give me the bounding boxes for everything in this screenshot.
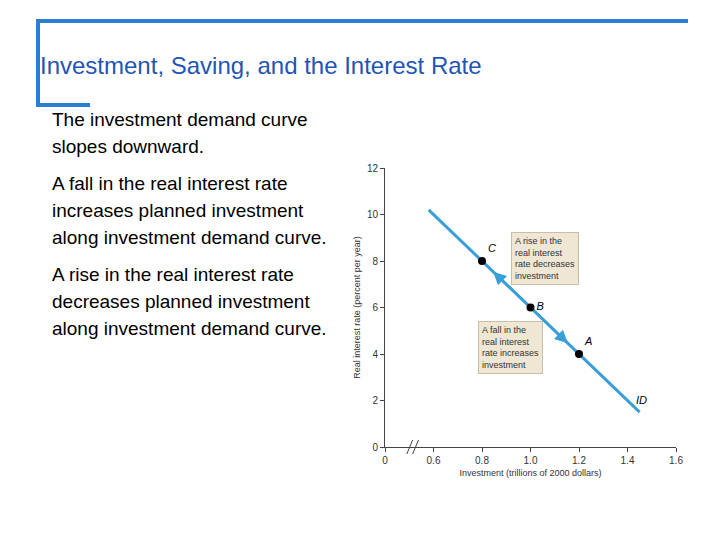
svg-text:A fall in thereal interestrate: A fall in thereal interestrate increases…: [482, 325, 539, 370]
svg-text:1.0: 1.0: [524, 455, 538, 466]
svg-text:10: 10: [367, 209, 379, 220]
svg-text:0.8: 0.8: [475, 455, 489, 466]
svg-text:0: 0: [382, 455, 388, 466]
svg-text:2: 2: [372, 395, 378, 406]
svg-text:Investment (trillions of 2000: Investment (trillions of 2000 dollars): [459, 468, 601, 478]
svg-text:1.2: 1.2: [572, 455, 586, 466]
svg-text:1.4: 1.4: [621, 455, 635, 466]
svg-text:Real interest rate (percent pe: Real interest rate (percent per year): [352, 236, 362, 379]
svg-text:4: 4: [372, 349, 378, 360]
svg-text:0.6: 0.6: [427, 455, 441, 466]
svg-text:1.6: 1.6: [669, 455, 683, 466]
svg-text:6: 6: [372, 302, 378, 313]
html-text:A rise in the real interest ra: A rise in the real interest rate decreas…: [52, 264, 327, 339]
html-text:Investment, Saving, and the In: Investment, Saving, and the Interest Rat…: [40, 52, 482, 79]
html-text:The investment demand curve sl: The investment demand curve slopes downw…: [52, 109, 308, 157]
svg-text:0: 0: [372, 442, 378, 453]
svg-text:8: 8: [372, 256, 378, 267]
svg-text:12: 12: [367, 163, 379, 174]
svg-text:A rise in thereal interestrate: A rise in thereal interestrate decreases…: [515, 236, 575, 281]
svg-text:ID: ID: [636, 394, 647, 406]
html-text:A fall in the real interest ra: A fall in the real interest rate increas…: [52, 173, 327, 248]
svg-text:C: C: [488, 242, 496, 254]
svg-text:A: A: [584, 335, 592, 347]
svg-text:B: B: [537, 300, 544, 312]
